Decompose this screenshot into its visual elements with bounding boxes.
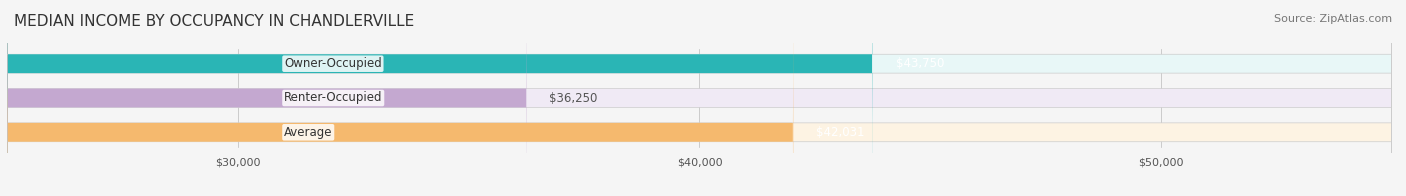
Text: Renter-Occupied: Renter-Occupied xyxy=(284,92,382,104)
Text: Owner-Occupied: Owner-Occupied xyxy=(284,57,382,70)
Text: $36,250: $36,250 xyxy=(550,92,598,104)
FancyBboxPatch shape xyxy=(7,0,1392,196)
FancyBboxPatch shape xyxy=(7,0,1392,196)
Text: Average: Average xyxy=(284,126,332,139)
Text: Source: ZipAtlas.com: Source: ZipAtlas.com xyxy=(1274,14,1392,24)
Text: $42,031: $42,031 xyxy=(817,126,865,139)
FancyBboxPatch shape xyxy=(7,0,1392,196)
FancyBboxPatch shape xyxy=(7,0,873,196)
Text: $43,750: $43,750 xyxy=(896,57,943,70)
Text: MEDIAN INCOME BY OCCUPANCY IN CHANDLERVILLE: MEDIAN INCOME BY OCCUPANCY IN CHANDLERVI… xyxy=(14,14,415,29)
FancyBboxPatch shape xyxy=(7,0,526,196)
FancyBboxPatch shape xyxy=(7,0,793,196)
